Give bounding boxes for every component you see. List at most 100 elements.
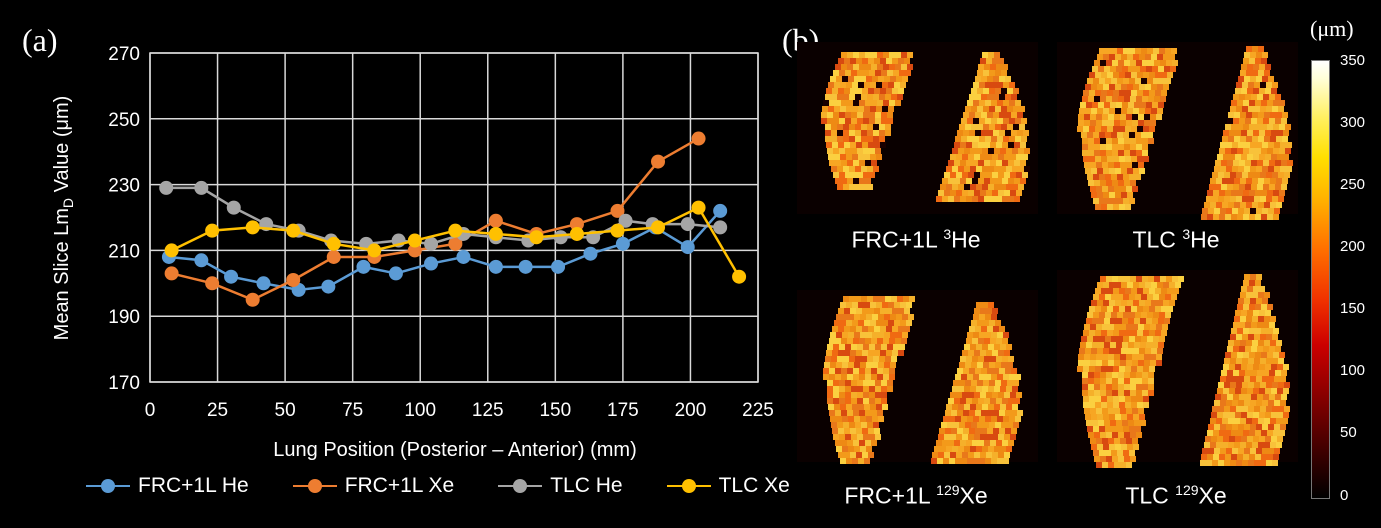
map-pixel [1077, 126, 1083, 132]
map-pixel [1139, 300, 1145, 306]
map-pixel [1012, 386, 1018, 392]
map-pixel [1144, 114, 1150, 120]
map-pixel [946, 404, 952, 410]
map-pixel [1272, 406, 1278, 412]
map-pixel [1226, 166, 1232, 172]
map-pixel [1114, 438, 1120, 444]
map-pixel [982, 148, 988, 154]
map-pixel [999, 326, 1005, 332]
map-pixel [962, 190, 968, 196]
map-pixel [1285, 124, 1291, 130]
map-pixel [851, 392, 857, 398]
map-pixel [1275, 184, 1281, 190]
map-pixel [882, 82, 888, 88]
map-pixel [895, 52, 901, 58]
map-pixel [851, 112, 857, 118]
map-pixel [844, 428, 850, 434]
map-pixel [1108, 438, 1114, 444]
map-pixel [1090, 354, 1096, 360]
map-pixel [1136, 372, 1142, 378]
map-pixel [877, 338, 883, 344]
map-pixel [1213, 214, 1219, 220]
map-pixel [1247, 436, 1253, 442]
map-pixel [958, 446, 964, 452]
map-pixel [1002, 440, 1008, 446]
map-pixel [1006, 148, 1012, 154]
map-pixel [838, 58, 844, 64]
map-pixel [1280, 376, 1286, 382]
map-pixel [832, 326, 838, 332]
map-pixel [997, 332, 1003, 338]
map-pixel [1089, 90, 1095, 96]
map-pixel [992, 434, 998, 440]
map-pixel [1022, 172, 1028, 178]
map-pixel [959, 380, 965, 386]
map-pixel [1002, 398, 1008, 404]
map-pixel [1165, 312, 1171, 318]
map-pixel [996, 440, 1002, 446]
map-pixel [1128, 420, 1134, 426]
map-pixel [1111, 132, 1117, 138]
map-pixel [1120, 324, 1126, 330]
map-pixel [1093, 78, 1099, 84]
map-pixel [1091, 84, 1097, 90]
map-pixel [979, 100, 985, 106]
map-pixel [1004, 350, 1010, 356]
map-pixel [1097, 300, 1103, 306]
map-pixel [1219, 190, 1225, 196]
map-pixel [843, 124, 849, 130]
map-pixel [1160, 96, 1166, 102]
map-pixel [1247, 88, 1253, 94]
map-pixel [1226, 376, 1232, 382]
map-pixel [966, 338, 972, 344]
map-pixel [841, 374, 847, 380]
map-pixel [1258, 136, 1264, 142]
map-pixel [1247, 130, 1253, 136]
map-pixel [956, 190, 962, 196]
map-pixel [856, 88, 862, 94]
data-point [224, 269, 239, 284]
map-pixel [1140, 66, 1146, 72]
map-pixel [871, 368, 877, 374]
map-pixel [1111, 450, 1117, 456]
map-pixel [1091, 444, 1097, 450]
map-pixel [1271, 88, 1277, 94]
map-pixel [833, 344, 839, 350]
map-pixel [1102, 186, 1108, 192]
map-pixel [1140, 318, 1146, 324]
map-pixel [1142, 138, 1148, 144]
map-pixel [1270, 418, 1276, 424]
map-pixel [858, 106, 864, 112]
map-pixel [1240, 178, 1246, 184]
map-pixel [1234, 340, 1240, 346]
map-pixel [862, 452, 868, 458]
map-pixel [956, 392, 962, 398]
map-pixel [1142, 60, 1148, 66]
map-pixel [1118, 96, 1124, 102]
map-pixel [1118, 180, 1124, 186]
map-pixel [970, 148, 976, 154]
map-pixel [1123, 450, 1129, 456]
map-pixel [1015, 118, 1021, 124]
map-pixel [966, 178, 972, 184]
map-pixel [1259, 412, 1265, 418]
legend-item-tlc-he: TLC He [498, 474, 623, 498]
map-pixel [886, 58, 892, 64]
map-pixel [1102, 162, 1108, 168]
map-pixel [1277, 154, 1283, 160]
map-pixel [1115, 282, 1121, 288]
map-pixel [879, 136, 885, 142]
map-pixel [876, 154, 882, 160]
map-pixel [992, 308, 998, 314]
map-pixel [1235, 88, 1241, 94]
map-pixel [907, 64, 913, 70]
map-pixel [1238, 376, 1244, 382]
map-pixel [1163, 300, 1169, 306]
map-pixel [1105, 312, 1111, 318]
map-pixel [1099, 294, 1105, 300]
x-tick-label: 75 [342, 400, 363, 421]
map-pixel [888, 320, 894, 326]
map-pixel [1102, 114, 1108, 120]
map-pixel [1244, 52, 1250, 58]
y-tick-label: 250 [108, 110, 140, 131]
